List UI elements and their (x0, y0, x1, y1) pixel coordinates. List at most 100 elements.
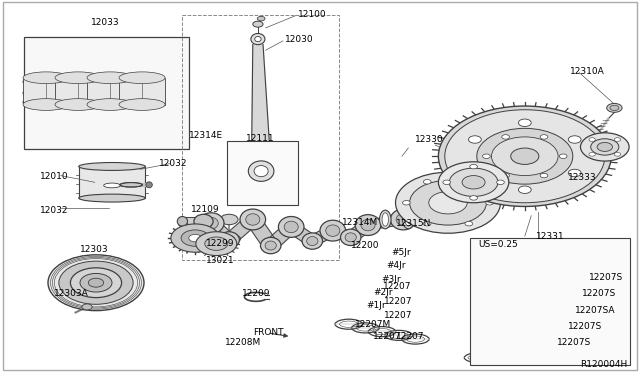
Circle shape (589, 153, 595, 156)
Circle shape (483, 154, 490, 158)
Circle shape (589, 138, 595, 141)
Text: 12207S: 12207S (582, 289, 617, 298)
Ellipse shape (223, 235, 235, 244)
Ellipse shape (119, 99, 165, 110)
Ellipse shape (87, 99, 133, 110)
Text: #4Jr: #4Jr (386, 262, 405, 270)
Ellipse shape (177, 217, 188, 226)
Circle shape (540, 135, 548, 139)
Polygon shape (344, 222, 374, 240)
Circle shape (465, 180, 472, 184)
Text: 12315N: 12315N (396, 219, 431, 228)
Circle shape (410, 180, 486, 225)
Ellipse shape (246, 214, 260, 225)
Circle shape (470, 164, 477, 169)
Circle shape (502, 173, 509, 178)
Ellipse shape (390, 209, 416, 230)
Ellipse shape (240, 209, 266, 230)
Circle shape (502, 135, 509, 139)
Text: 12100: 12100 (298, 10, 326, 19)
Circle shape (497, 180, 504, 185)
Circle shape (486, 201, 493, 205)
Text: 12314E: 12314E (189, 131, 223, 140)
Text: 12208M: 12208M (225, 338, 262, 347)
Text: 12207: 12207 (396, 332, 424, 341)
Ellipse shape (23, 72, 69, 84)
Text: 12330: 12330 (415, 135, 444, 144)
Circle shape (228, 235, 241, 243)
Ellipse shape (55, 72, 101, 84)
Circle shape (614, 153, 621, 156)
Text: 12032: 12032 (159, 159, 188, 168)
Ellipse shape (146, 182, 152, 188)
Circle shape (443, 180, 451, 185)
Circle shape (468, 136, 481, 143)
Circle shape (196, 232, 237, 256)
Circle shape (80, 273, 112, 292)
Text: 12032: 12032 (40, 206, 68, 215)
Ellipse shape (396, 214, 410, 225)
Ellipse shape (355, 215, 381, 235)
Text: US=0.25: US=0.25 (479, 240, 518, 249)
Text: 12333: 12333 (568, 173, 597, 182)
Bar (182, 217, 208, 226)
Circle shape (477, 128, 573, 184)
Ellipse shape (345, 233, 356, 242)
Ellipse shape (55, 99, 101, 110)
Ellipse shape (254, 166, 268, 177)
Polygon shape (366, 215, 405, 230)
Circle shape (396, 172, 500, 233)
Polygon shape (307, 227, 339, 245)
Ellipse shape (104, 183, 120, 188)
Ellipse shape (260, 237, 281, 254)
Text: 12207: 12207 (384, 311, 413, 320)
Circle shape (88, 278, 104, 287)
Circle shape (462, 176, 485, 189)
Polygon shape (204, 221, 236, 243)
Circle shape (607, 103, 622, 112)
Ellipse shape (382, 213, 388, 226)
Text: 12207S: 12207S (557, 338, 591, 347)
Text: 12314M: 12314M (342, 218, 379, 227)
Text: #1Jr: #1Jr (366, 301, 386, 310)
Ellipse shape (405, 213, 412, 226)
Circle shape (540, 173, 548, 178)
Text: 12303: 12303 (81, 245, 109, 254)
Ellipse shape (284, 221, 298, 232)
Polygon shape (222, 217, 260, 243)
Polygon shape (264, 224, 298, 248)
Text: 12207S: 12207S (568, 322, 603, 331)
Text: #5Jr: #5Jr (392, 248, 412, 257)
Ellipse shape (204, 218, 218, 229)
Bar (24, 37, 189, 149)
Bar (182, 15, 339, 260)
Circle shape (220, 214, 238, 225)
Circle shape (438, 106, 611, 206)
Polygon shape (252, 45, 271, 164)
Circle shape (610, 105, 619, 110)
Circle shape (171, 224, 220, 252)
Circle shape (253, 21, 263, 27)
Text: 12109: 12109 (191, 205, 220, 214)
Text: 12207: 12207 (383, 282, 412, 291)
Ellipse shape (79, 194, 145, 202)
Text: 12331: 12331 (536, 232, 565, 241)
Text: 12209: 12209 (242, 289, 271, 298)
Text: 12200: 12200 (351, 241, 380, 250)
Ellipse shape (251, 33, 265, 45)
Polygon shape (285, 224, 319, 244)
Bar (55, 78, 101, 105)
Circle shape (465, 221, 472, 226)
Bar (79, 166, 145, 198)
Ellipse shape (198, 213, 224, 234)
Text: 12030: 12030 (285, 35, 314, 44)
Circle shape (614, 138, 621, 141)
Text: 12033: 12033 (92, 18, 120, 27)
Circle shape (48, 255, 144, 311)
Circle shape (424, 221, 431, 226)
Circle shape (518, 186, 531, 193)
Text: #2Jr: #2Jr (373, 288, 392, 296)
Text: 13021: 13021 (206, 256, 235, 265)
Ellipse shape (340, 229, 361, 246)
Text: 12310A: 12310A (570, 67, 604, 76)
